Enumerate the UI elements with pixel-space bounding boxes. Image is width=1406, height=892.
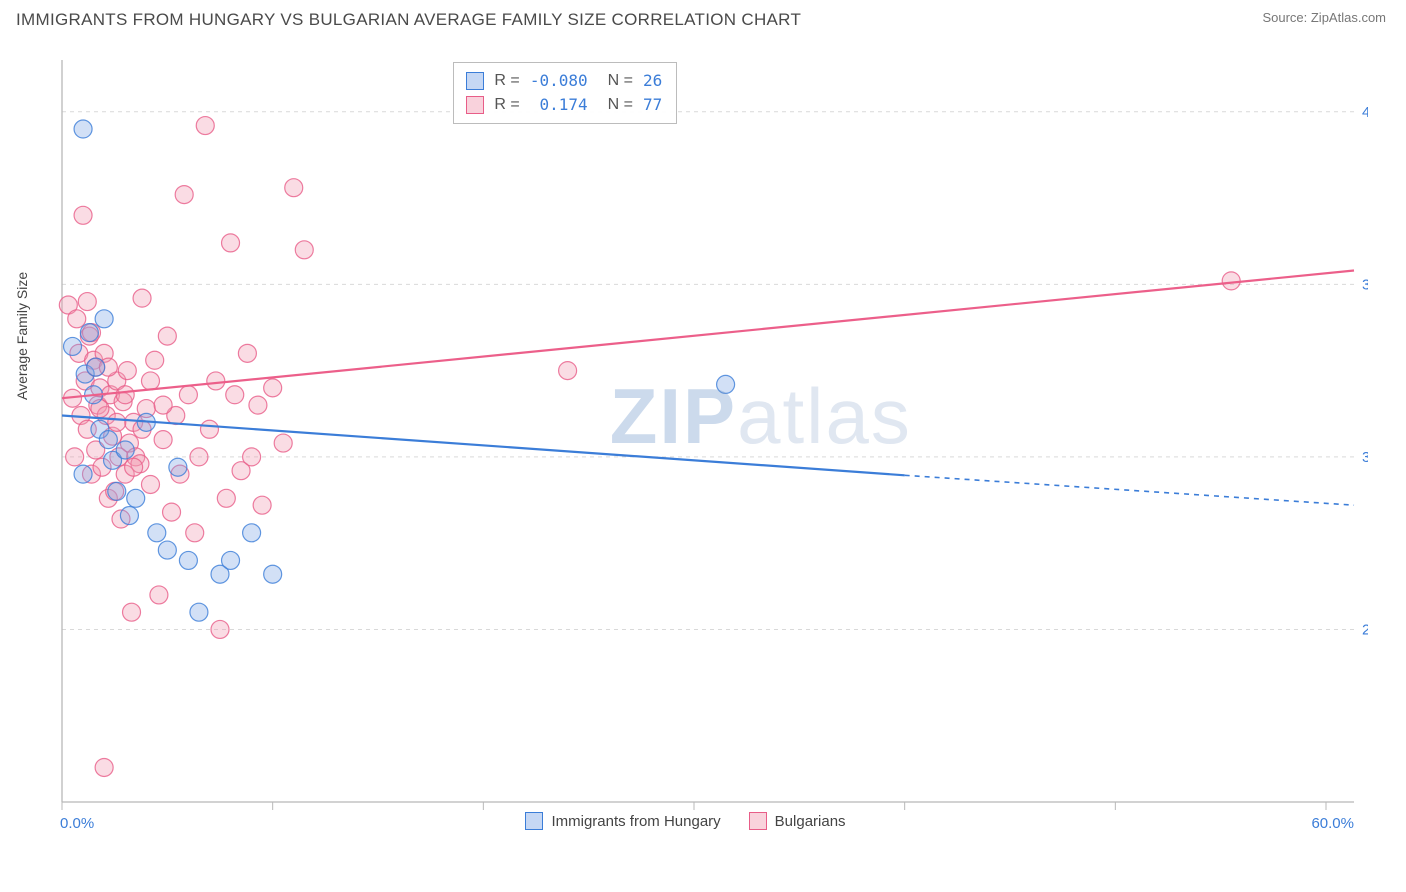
legend-swatch bbox=[749, 812, 767, 830]
data-point bbox=[154, 396, 172, 414]
data-point bbox=[285, 179, 303, 197]
stats-r-label: R = bbox=[494, 69, 519, 93]
data-point bbox=[163, 503, 181, 521]
data-point bbox=[118, 362, 136, 380]
data-point bbox=[253, 496, 271, 514]
stats-n-value: 26 bbox=[643, 69, 662, 93]
data-point bbox=[169, 458, 187, 476]
x-max-label: 60.0% bbox=[1311, 815, 1354, 830]
data-point bbox=[74, 465, 92, 483]
data-point bbox=[78, 293, 96, 311]
header: IMMIGRANTS FROM HUNGARY VS BULGARIAN AVE… bbox=[0, 0, 1406, 34]
chart-title: IMMIGRANTS FROM HUNGARY VS BULGARIAN AVE… bbox=[16, 10, 801, 30]
y-axis-label: Average Family Size bbox=[14, 272, 30, 400]
data-point bbox=[222, 234, 240, 252]
data-point bbox=[211, 620, 229, 638]
data-point bbox=[158, 327, 176, 345]
data-point bbox=[207, 372, 225, 390]
data-point bbox=[264, 379, 282, 397]
data-point bbox=[108, 413, 126, 431]
data-point bbox=[68, 310, 86, 328]
bottom-legend: Immigrants from Hungary Bulgarians bbox=[525, 812, 845, 830]
data-point bbox=[80, 324, 98, 342]
data-point bbox=[74, 206, 92, 224]
data-point bbox=[150, 586, 168, 604]
legend-label: Bulgarians bbox=[775, 813, 846, 830]
data-point bbox=[175, 186, 193, 204]
stats-n-label: N = bbox=[608, 93, 633, 117]
x-min-label: 0.0% bbox=[60, 815, 94, 830]
y-tick-label: 4.00 bbox=[1362, 104, 1368, 121]
data-point bbox=[717, 375, 735, 393]
stats-n-label: N = bbox=[608, 69, 633, 93]
data-point bbox=[125, 458, 143, 476]
legend-item: Bulgarians bbox=[749, 812, 846, 830]
data-point bbox=[243, 448, 261, 466]
data-point bbox=[95, 758, 113, 776]
data-point bbox=[95, 310, 113, 328]
data-point bbox=[141, 372, 159, 390]
data-point bbox=[559, 362, 577, 380]
data-point bbox=[190, 603, 208, 621]
data-point bbox=[243, 524, 261, 542]
data-point bbox=[99, 431, 117, 449]
data-point bbox=[148, 524, 166, 542]
data-point bbox=[179, 551, 197, 569]
data-point bbox=[295, 241, 313, 259]
data-point bbox=[74, 120, 92, 138]
data-point bbox=[108, 482, 126, 500]
data-point bbox=[186, 524, 204, 542]
data-point bbox=[217, 489, 235, 507]
legend-item: Immigrants from Hungary bbox=[525, 812, 720, 830]
y-tick-label: 3.00 bbox=[1362, 449, 1368, 466]
stats-row: R = -0.080 N = 26 bbox=[466, 69, 662, 93]
data-point bbox=[120, 507, 138, 525]
stats-r-value: -0.080 bbox=[530, 69, 588, 93]
data-point bbox=[179, 386, 197, 404]
stats-n-value: 77 bbox=[643, 93, 662, 117]
data-point bbox=[133, 289, 151, 307]
legend-label: Immigrants from Hungary bbox=[551, 813, 720, 830]
data-point bbox=[249, 396, 267, 414]
data-point bbox=[64, 337, 82, 355]
data-point bbox=[222, 551, 240, 569]
stats-row: R = 0.174 N = 77 bbox=[466, 93, 662, 117]
legend-swatch bbox=[466, 96, 484, 114]
stats-r-label: R = bbox=[494, 93, 519, 117]
legend-swatch bbox=[466, 72, 484, 90]
data-point bbox=[66, 448, 84, 466]
data-point bbox=[196, 117, 214, 135]
data-point bbox=[200, 420, 218, 438]
trend-line-pink bbox=[62, 271, 1354, 399]
data-point bbox=[146, 351, 164, 369]
chart-area: 2.503.003.504.000.0%60.0% ZIPatlas R =-0… bbox=[48, 60, 1368, 830]
source-attribution: Source: ZipAtlas.com bbox=[1262, 10, 1386, 25]
data-point bbox=[141, 475, 159, 493]
data-point bbox=[226, 386, 244, 404]
data-point bbox=[127, 489, 145, 507]
data-point bbox=[190, 448, 208, 466]
data-point bbox=[1222, 272, 1240, 290]
data-point bbox=[116, 441, 134, 459]
trend-line-blue bbox=[62, 415, 905, 475]
data-point bbox=[274, 434, 292, 452]
data-point bbox=[238, 344, 256, 362]
data-point bbox=[87, 358, 105, 376]
data-point bbox=[116, 386, 134, 404]
trend-line-blue-dashed bbox=[905, 475, 1354, 505]
stats-legend-box: R = -0.080 N = 26 R = 0.174 N = 77 bbox=[453, 62, 677, 124]
y-tick-label: 2.50 bbox=[1362, 621, 1368, 638]
stats-r-value: 0.174 bbox=[530, 93, 588, 117]
data-point bbox=[123, 603, 141, 621]
chart-svg: 2.50 3.00 3.50 4.00 0.0% 60.0% bbox=[48, 60, 1368, 830]
legend-swatch bbox=[525, 812, 543, 830]
y-tick-label: 3.50 bbox=[1362, 276, 1368, 293]
data-point bbox=[264, 565, 282, 583]
data-point bbox=[158, 541, 176, 559]
data-point bbox=[154, 431, 172, 449]
